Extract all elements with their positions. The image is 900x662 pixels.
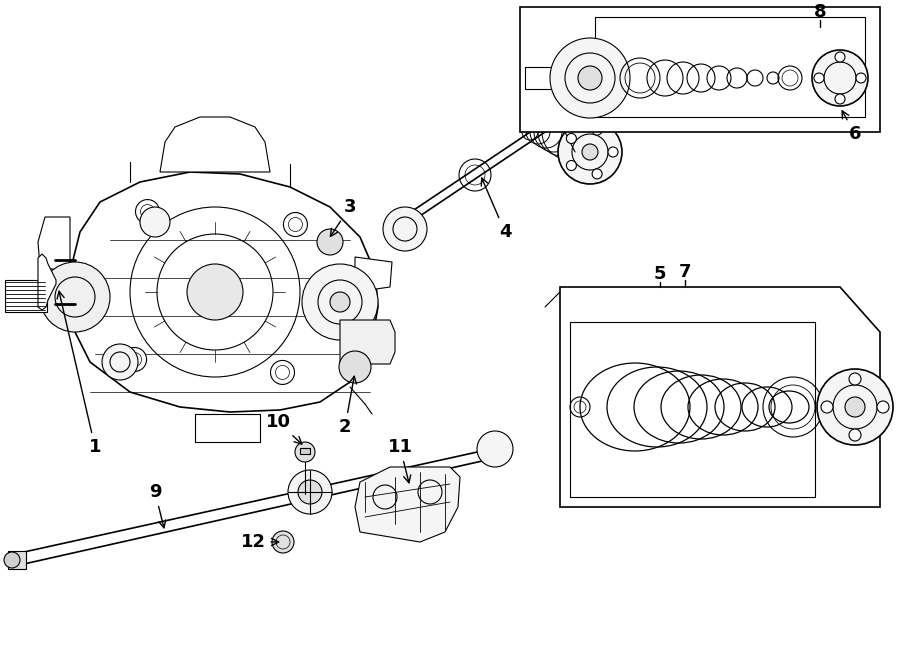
Circle shape: [317, 229, 343, 255]
Circle shape: [40, 262, 110, 332]
Circle shape: [122, 348, 147, 371]
Polygon shape: [560, 287, 880, 507]
Circle shape: [288, 470, 332, 514]
Text: 3: 3: [330, 198, 356, 236]
Polygon shape: [38, 217, 70, 272]
Text: 4: 4: [482, 178, 511, 241]
Circle shape: [821, 401, 833, 413]
Polygon shape: [160, 117, 270, 172]
Circle shape: [849, 429, 861, 441]
Circle shape: [550, 38, 630, 118]
Circle shape: [295, 442, 315, 462]
Circle shape: [284, 213, 308, 236]
Text: 1: 1: [57, 291, 102, 456]
Polygon shape: [355, 467, 460, 542]
Circle shape: [566, 134, 576, 144]
Circle shape: [592, 125, 602, 135]
Bar: [595, 17, 865, 117]
Circle shape: [849, 373, 861, 385]
Circle shape: [330, 292, 350, 312]
Circle shape: [582, 144, 598, 160]
Circle shape: [835, 52, 845, 62]
Circle shape: [608, 147, 618, 157]
Circle shape: [298, 480, 322, 504]
Circle shape: [271, 360, 294, 385]
Circle shape: [845, 397, 865, 417]
Polygon shape: [340, 320, 395, 364]
Circle shape: [136, 199, 159, 224]
Text: 12: 12: [240, 533, 279, 551]
Circle shape: [272, 531, 294, 553]
Circle shape: [566, 160, 576, 171]
Circle shape: [4, 552, 20, 568]
Circle shape: [835, 94, 845, 104]
Text: 10: 10: [266, 413, 302, 444]
Circle shape: [302, 264, 378, 340]
Bar: [520, 7, 880, 132]
Bar: [5, 280, 47, 312]
Text: 8: 8: [814, 3, 826, 21]
Circle shape: [339, 351, 371, 383]
Circle shape: [140, 207, 170, 237]
Circle shape: [592, 169, 602, 179]
Polygon shape: [355, 257, 392, 292]
Text: 9: 9: [148, 483, 166, 528]
Text: 6: 6: [842, 111, 861, 143]
Bar: [8, 551, 26, 569]
Circle shape: [817, 369, 893, 445]
Text: 7: 7: [679, 263, 691, 281]
Text: 2: 2: [338, 376, 356, 436]
Text: 5: 5: [653, 265, 666, 283]
Circle shape: [812, 50, 868, 106]
Polygon shape: [195, 414, 260, 442]
Circle shape: [814, 73, 824, 83]
Polygon shape: [70, 172, 378, 412]
Bar: [300, 448, 310, 454]
Text: 11: 11: [388, 438, 412, 483]
Polygon shape: [38, 254, 56, 310]
Bar: [570, 322, 815, 497]
Circle shape: [477, 431, 513, 467]
Circle shape: [856, 73, 866, 83]
Circle shape: [383, 207, 427, 251]
Circle shape: [578, 66, 602, 90]
Circle shape: [187, 264, 243, 320]
Circle shape: [558, 120, 622, 184]
Circle shape: [877, 401, 889, 413]
Circle shape: [102, 344, 138, 380]
Bar: [525, 67, 555, 89]
